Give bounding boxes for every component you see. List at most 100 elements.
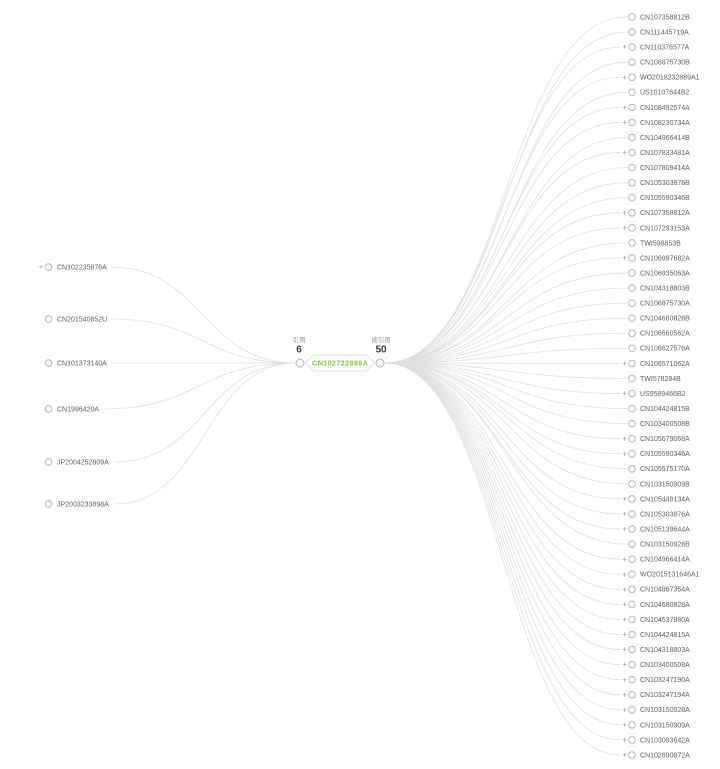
patent-label[interactable]: CN107358812B [640,14,690,21]
expand-icon[interactable]: + [622,555,627,564]
patent-label[interactable]: CN105590346A [640,451,690,458]
expand-icon[interactable]: + [622,510,627,519]
expand-icon[interactable]: + [622,751,627,760]
patent-label[interactable]: CN108230734A [640,120,690,127]
node-circle[interactable] [628,706,636,714]
node-circle[interactable] [628,43,636,51]
node-circle[interactable] [628,495,636,503]
expand-icon[interactable]: + [622,73,627,82]
patent-label[interactable]: WO2015131646A1 [640,572,700,579]
node-circle[interactable] [628,721,636,729]
patent-label[interactable]: CN104680828A [640,602,690,609]
patent-label[interactable]: CN102890872A [640,752,690,759]
node-circle[interactable] [44,458,53,466]
patent-label[interactable]: CN104318803B [640,286,690,293]
cited-hub-circle[interactable] [295,358,305,368]
patent-label[interactable]: CN107358812A [640,210,690,217]
node-circle[interactable] [628,675,636,684]
node-circle[interactable] [628,73,636,82]
patent-label[interactable]: CN108492574A [640,105,690,112]
node-circle[interactable] [628,751,636,759]
expand-icon[interactable]: + [622,118,627,127]
expand-icon[interactable]: + [622,615,627,624]
expand-icon[interactable]: + [622,570,627,579]
node-circle[interactable] [628,163,636,172]
node-circle[interactable] [44,405,53,413]
node-circle[interactable] [628,284,636,292]
node-circle[interactable] [628,449,636,458]
patent-label[interactable]: TWI578284B [640,376,681,383]
node-circle[interactable] [628,615,636,624]
expand-icon[interactable]: + [622,434,627,443]
patent-label[interactable]: TWI598853B [640,240,681,247]
patent-label[interactable]: CN103247190A [640,677,690,684]
patent-label[interactable]: US9589466B2 [640,391,686,398]
node-circle[interactable] [628,404,636,413]
node-circle[interactable] [628,555,636,564]
expand-icon[interactable]: + [622,449,627,458]
expand-icon[interactable]: + [622,223,627,232]
node-circle[interactable] [628,299,636,307]
patent-label[interactable]: WO2018232889A1 [640,75,700,82]
node-circle[interactable] [628,13,636,21]
patent-label[interactable]: CN103400508A [640,662,690,669]
node-circle[interactable] [628,148,636,157]
expand-icon[interactable]: + [622,600,627,609]
expand-icon[interactable]: + [622,359,627,368]
node-circle[interactable] [628,374,636,383]
node-circle[interactable] [628,224,636,232]
node-circle[interactable] [628,344,636,353]
node-circle[interactable] [44,500,53,508]
node-circle[interactable] [628,389,636,398]
expand-icon[interactable]: + [622,690,627,699]
node-circle[interactable] [628,178,636,187]
node-circle[interactable] [44,263,53,271]
node-circle[interactable] [628,660,636,669]
patent-label[interactable]: CN106875730B [640,60,690,67]
node-circle[interactable] [628,630,636,639]
patent-label[interactable]: CN107809414A [640,165,690,172]
node-circle[interactable] [628,690,636,699]
expand-icon[interactable]: + [622,720,627,729]
patent-label[interactable]: CN105679068A [640,436,690,443]
expand-icon[interactable]: + [622,736,627,745]
node-circle[interactable] [628,480,636,488]
node-circle[interactable] [628,118,636,127]
node-circle[interactable] [628,419,636,428]
node-circle[interactable] [44,359,53,367]
patent-label[interactable]: CN103150928A [640,707,690,714]
patent-label[interactable]: CN104966414B [640,135,690,142]
patent-label[interactable]: CN104680828B [640,316,690,323]
patent-label[interactable]: CN102235876A [57,264,107,271]
patent-label[interactable]: CN107833481A [640,150,690,157]
patent-label[interactable]: CN103150909B [640,481,690,488]
node-circle[interactable] [628,540,636,548]
node-circle[interactable] [628,314,636,323]
expand-icon[interactable]: + [622,660,627,669]
patent-label[interactable]: CN106997682A [640,255,690,262]
expand-icon[interactable]: + [622,645,627,654]
node-circle[interactable] [628,133,636,142]
patent-label[interactable]: CN105575170A [640,466,690,473]
node-circle[interactable] [628,465,636,473]
node-circle[interactable] [628,58,636,66]
patent-label[interactable]: CN106660562A [640,331,690,338]
node-circle[interactable] [628,88,636,97]
patent-label[interactable]: CN105303876A [640,511,690,518]
node-circle[interactable] [628,239,636,247]
expand-icon[interactable]: + [622,148,627,157]
patent-label[interactable]: JP2004252809A [57,459,109,466]
patent-label[interactable]: CN104867354A [640,587,690,594]
patent-label[interactable]: CN103247194A [640,692,690,699]
node-circle[interactable] [628,585,636,594]
expand-icon[interactable]: + [622,254,627,263]
patent-label[interactable]: CN106875730A [640,301,690,308]
node-circle[interactable] [628,510,636,518]
patent-label[interactable]: CN105139644A [640,526,690,533]
patent-label[interactable]: CN104424815B [640,406,690,413]
node-circle[interactable] [628,103,636,112]
patent-label[interactable]: CN107293153A [640,225,690,232]
patent-label[interactable]: US10107644B2 [640,90,690,97]
patent-label[interactable]: CN110376577A [640,45,690,52]
node-circle[interactable] [628,269,636,277]
